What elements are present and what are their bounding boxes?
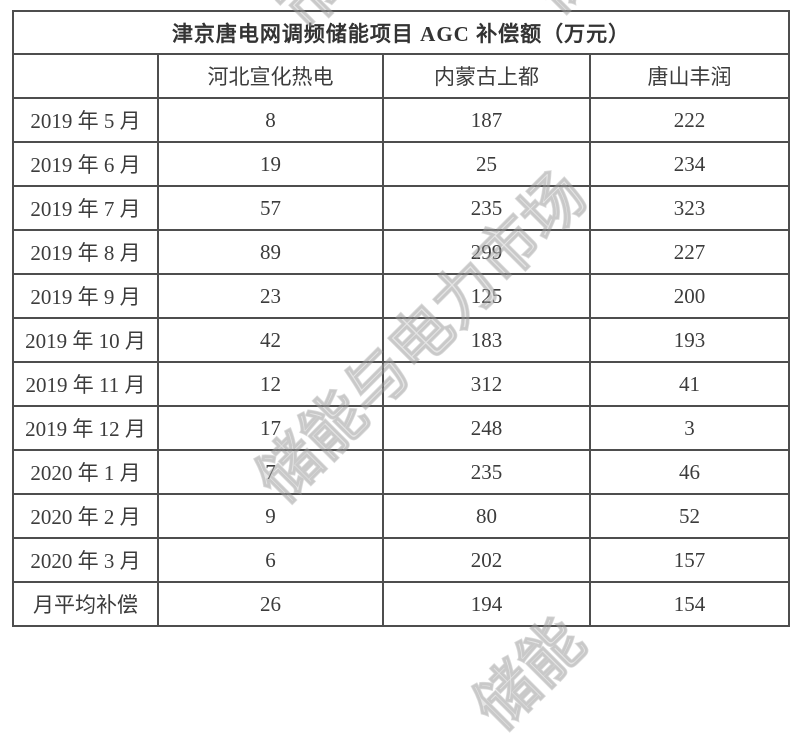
table-row: 2019 年 5 月 8 187 222 [12,97,791,143]
row-label-cell: 2019 年 7 月 [12,185,159,231]
row-label-cell: 2020 年 2 月 [12,493,159,539]
row-label-cell: 2019 年 6 月 [12,141,159,187]
row-label-cell: 2019 年 8 月 [12,229,159,275]
value-cell: 23 [157,273,384,319]
value-cell: 227 [588,229,791,275]
table-row: 2020 年 3 月 6 202 157 [12,537,791,583]
value-cell: 57 [157,185,384,231]
column-header-hebei-xuanhua: 河北宣化热电 [157,53,384,99]
value-cell: 46 [588,449,791,495]
column-header-neimenggu-shangdu: 内蒙古上都 [382,53,591,99]
value-cell: 200 [588,273,791,319]
value-cell: 7 [157,449,384,495]
value-cell: 187 [382,97,591,143]
value-cell: 3 [588,405,791,451]
value-cell: 89 [157,229,384,275]
value-cell: 19 [157,141,384,187]
value-cell: 9 [157,493,384,539]
value-cell: 25 [382,141,591,187]
table-row: 月平均补偿 26 194 154 [12,581,791,627]
header-row: 河北宣化热电 内蒙古上都 唐山丰润 [12,53,791,99]
document-canvas: 津京唐电网调频储能项目 AGC 补偿额（万元） 河北宣化热电 内蒙古上都 唐山丰… [11,10,791,627]
value-cell: 248 [382,405,591,451]
value-cell: 12 [157,361,384,407]
value-cell: 299 [382,229,591,275]
row-label-cell: 2019 年 10 月 [12,317,159,363]
value-cell: 157 [588,537,791,583]
value-cell: 80 [382,493,591,539]
table-row: 2019 年 9 月 23 125 200 [12,273,791,319]
value-cell: 42 [157,317,384,363]
value-cell: 193 [588,317,791,363]
row-label-cell: 2019 年 11 月 [12,361,159,407]
value-cell: 17 [157,405,384,451]
page-root: { "table": { "title": "津京唐电网调频储能项目 AGC 补… [11,0,791,744]
value-cell: 8 [157,97,384,143]
table-row: 2019 年 10 月 42 183 193 [12,317,791,363]
value-cell: 222 [588,97,791,143]
row-label-cell: 2019 年 9 月 [12,273,159,319]
compensation-table: 津京唐电网调频储能项目 AGC 补偿额（万元） 河北宣化热电 内蒙古上都 唐山丰… [11,10,791,627]
value-cell: 183 [382,317,591,363]
column-header-empty [12,53,159,99]
value-cell: 234 [588,141,791,187]
row-label-cell: 2019 年 12 月 [12,405,159,451]
table-row: 2019 年 6 月 19 25 234 [12,141,791,187]
table-body: 津京唐电网调频储能项目 AGC 补偿额（万元） 河北宣化热电 内蒙古上都 唐山丰… [11,10,791,627]
table-row: 2019 年 11 月 12 312 41 [12,361,791,407]
row-label-cell: 2020 年 1 月 [12,449,159,495]
value-cell: 6 [157,537,384,583]
value-cell: 194 [382,581,591,627]
column-header-tangshan-fengrun: 唐山丰润 [588,53,791,99]
row-label-cell: 2020 年 3 月 [12,537,159,583]
table-row: 2019 年 12 月 17 248 3 [12,405,791,451]
table-row: 2020 年 1 月 7 235 46 [12,449,791,495]
row-label-cell: 2019 年 5 月 [12,97,159,143]
value-cell: 125 [382,273,591,319]
value-cell: 41 [588,361,791,407]
title-row: 津京唐电网调频储能项目 AGC 补偿额（万元） [11,10,791,55]
value-cell: 323 [588,185,791,231]
table-row: 2020 年 2 月 9 80 52 [12,493,791,539]
value-cell: 154 [588,581,791,627]
value-cell: 235 [382,449,591,495]
table-title: 津京唐电网调频储能项目 AGC 补偿额（万元） [11,10,791,55]
value-cell: 312 [382,361,591,407]
table-row: 2019 年 7 月 57 235 323 [12,185,791,231]
table-row: 2019 年 8 月 89 299 227 [12,229,791,275]
value-cell: 26 [157,581,384,627]
value-cell: 202 [382,537,591,583]
row-label-cell: 月平均补偿 [12,581,159,627]
value-cell: 52 [588,493,791,539]
value-cell: 235 [382,185,591,231]
